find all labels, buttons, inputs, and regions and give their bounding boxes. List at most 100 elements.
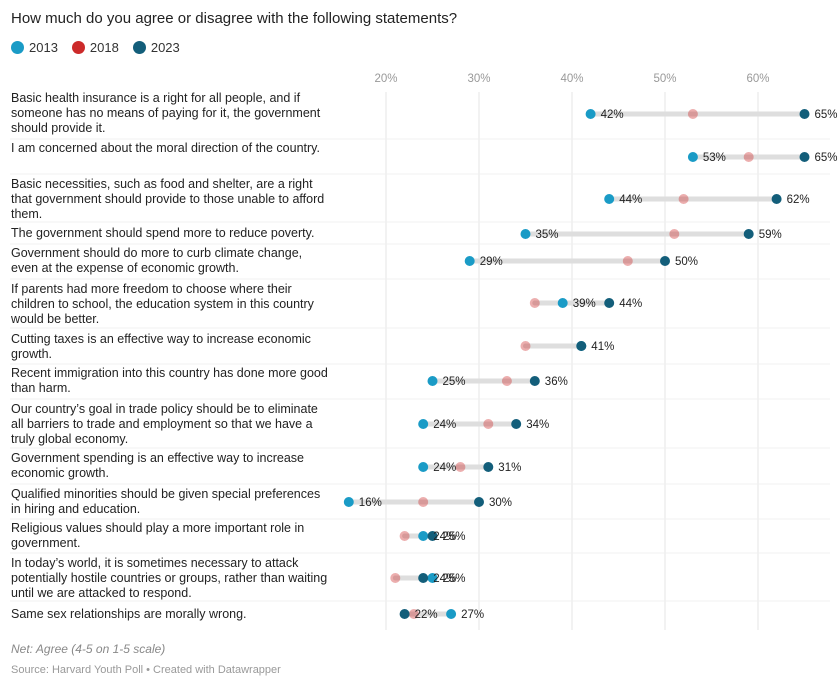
value-label-2023: 34% bbox=[526, 419, 549, 431]
dot-2018 bbox=[455, 462, 466, 472]
dot-2023 bbox=[799, 109, 810, 119]
row-label: Our country’s goal in trade policy shoul… bbox=[11, 402, 318, 446]
x-tick-label: 40% bbox=[560, 73, 583, 85]
row-label: Qualified minorities should be given spe… bbox=[11, 487, 321, 516]
dot-2018 bbox=[408, 609, 419, 619]
dot-2018 bbox=[669, 229, 680, 239]
value-label-2023: 62% bbox=[787, 194, 810, 206]
value-label-2023: 59% bbox=[759, 229, 782, 241]
value-label-2023: 41% bbox=[591, 341, 614, 353]
value-label-2013: 24% bbox=[433, 531, 456, 543]
dot-2018 bbox=[520, 341, 531, 351]
dot-2018 bbox=[399, 531, 410, 541]
row-label: I am concerned about the moral direction… bbox=[11, 141, 320, 155]
dot-2023 bbox=[427, 531, 438, 541]
row-label: In today’s world, it is sometimes necess… bbox=[11, 556, 328, 600]
dot-2018 bbox=[687, 109, 698, 119]
dot-2023 bbox=[799, 152, 810, 162]
dot-2023 bbox=[743, 229, 754, 239]
dot-2023 bbox=[418, 573, 429, 583]
dot-2013 bbox=[585, 109, 596, 119]
chart-source: Source: Harvard Youth Poll • Created wit… bbox=[11, 664, 281, 676]
value-label-2023: 65% bbox=[815, 152, 838, 164]
x-tick-label: 50% bbox=[653, 73, 676, 85]
row-label: Recent immigration into this country has… bbox=[11, 366, 328, 395]
dot-2013 bbox=[464, 256, 475, 266]
row-label: Government spending is an effective way … bbox=[11, 451, 304, 480]
dot-2023 bbox=[399, 609, 410, 619]
legend-swatch-2023 bbox=[132, 41, 146, 54]
value-label-2023: 30% bbox=[489, 497, 512, 509]
dot-2018 bbox=[390, 573, 401, 583]
value-label-2013: 25% bbox=[443, 376, 466, 388]
dot-2013 bbox=[418, 462, 429, 472]
dot-2013 bbox=[604, 194, 615, 204]
legend-item-2013: 2013 bbox=[11, 40, 58, 55]
dot-2013 bbox=[427, 573, 438, 583]
value-label-2023: 31% bbox=[498, 462, 521, 474]
row-label: Religious values should play a more impo… bbox=[11, 521, 305, 550]
dot-2023 bbox=[576, 341, 587, 351]
value-label-2023: 22% bbox=[415, 609, 438, 621]
dot-2018 bbox=[418, 497, 429, 507]
x-tick-label: 60% bbox=[746, 73, 769, 85]
dot-2023 bbox=[511, 419, 522, 429]
legend-label-2018: 2018 bbox=[89, 40, 119, 55]
dot-2013 bbox=[446, 609, 457, 619]
dot-2013 bbox=[427, 376, 438, 386]
value-label-2013: 27% bbox=[461, 609, 484, 621]
dot-2018 bbox=[743, 152, 754, 162]
value-label-2023: 65% bbox=[815, 109, 838, 121]
value-label-2013: 42% bbox=[601, 109, 624, 121]
row-label: Basic health insurance is a right for al… bbox=[11, 91, 321, 135]
dot-2023 bbox=[483, 462, 494, 472]
dot-2018 bbox=[483, 419, 494, 429]
value-label-2023: 36% bbox=[545, 376, 568, 388]
row-label: Basic necessities, such as food and shel… bbox=[11, 177, 325, 221]
value-label-2013: 29% bbox=[480, 256, 503, 268]
dot-2023 bbox=[474, 497, 484, 507]
row-label: If parents had more freedom to choose wh… bbox=[11, 282, 314, 326]
dot-2023 bbox=[660, 256, 670, 266]
row-label: The government should spend more to redu… bbox=[11, 226, 315, 240]
value-label-2013: 25% bbox=[443, 573, 466, 585]
x-tick-label: 20% bbox=[374, 73, 397, 85]
legend-item-2018: 2018 bbox=[71, 40, 119, 55]
legend-swatch-2018 bbox=[71, 41, 85, 54]
dot-2023 bbox=[771, 194, 782, 204]
legend-item-2023: 2023 bbox=[132, 40, 180, 55]
dot-2013 bbox=[520, 229, 531, 239]
legend-label-2023: 2023 bbox=[150, 40, 180, 55]
legend: 2013 2018 2023 bbox=[11, 40, 180, 55]
row-label: Cutting taxes is an effective way to inc… bbox=[11, 332, 311, 361]
value-label-2013: 53% bbox=[703, 152, 726, 164]
dot-2018 bbox=[501, 376, 512, 386]
value-label-2023: 25% bbox=[443, 531, 466, 543]
legend-label-2013: 2013 bbox=[29, 40, 58, 55]
dot-2018 bbox=[678, 194, 689, 204]
value-label-2013: 24% bbox=[433, 462, 456, 474]
value-label-2013: 39% bbox=[573, 298, 596, 310]
chart-note: Net: Agree (4-5 on 1-5 scale) bbox=[11, 642, 166, 656]
legend-swatch-2013 bbox=[11, 41, 24, 54]
value-label-2023: 24% bbox=[433, 573, 456, 585]
dot-2023 bbox=[529, 376, 540, 386]
dot-2013 bbox=[343, 497, 354, 507]
chart-title: How much do you agree or disagree with t… bbox=[11, 10, 458, 27]
dot-range-chart: 20% 30% 40% 50% 60% 42% 65% 53% 65% 44% 62% 35% 59% 2… bbox=[10, 73, 838, 630]
row-label: Government should do more to curb climat… bbox=[11, 246, 303, 275]
value-label-2023: 44% bbox=[619, 298, 642, 310]
row-label: Same sex relationships are morally wrong… bbox=[11, 607, 247, 621]
dot-2018 bbox=[529, 298, 540, 308]
dot-2013 bbox=[687, 152, 698, 162]
value-label-2013: 35% bbox=[536, 229, 559, 241]
value-label-2013: 16% bbox=[359, 497, 382, 509]
value-label-2013: 44% bbox=[619, 194, 642, 206]
dot-2013 bbox=[557, 298, 568, 308]
dot-2023 bbox=[604, 298, 615, 308]
value-label-2023: 50% bbox=[675, 256, 698, 268]
x-tick-label: 30% bbox=[467, 73, 490, 85]
dot-2013 bbox=[418, 419, 429, 429]
value-label-2013: 24% bbox=[433, 419, 456, 431]
dot-2013 bbox=[418, 531, 429, 541]
